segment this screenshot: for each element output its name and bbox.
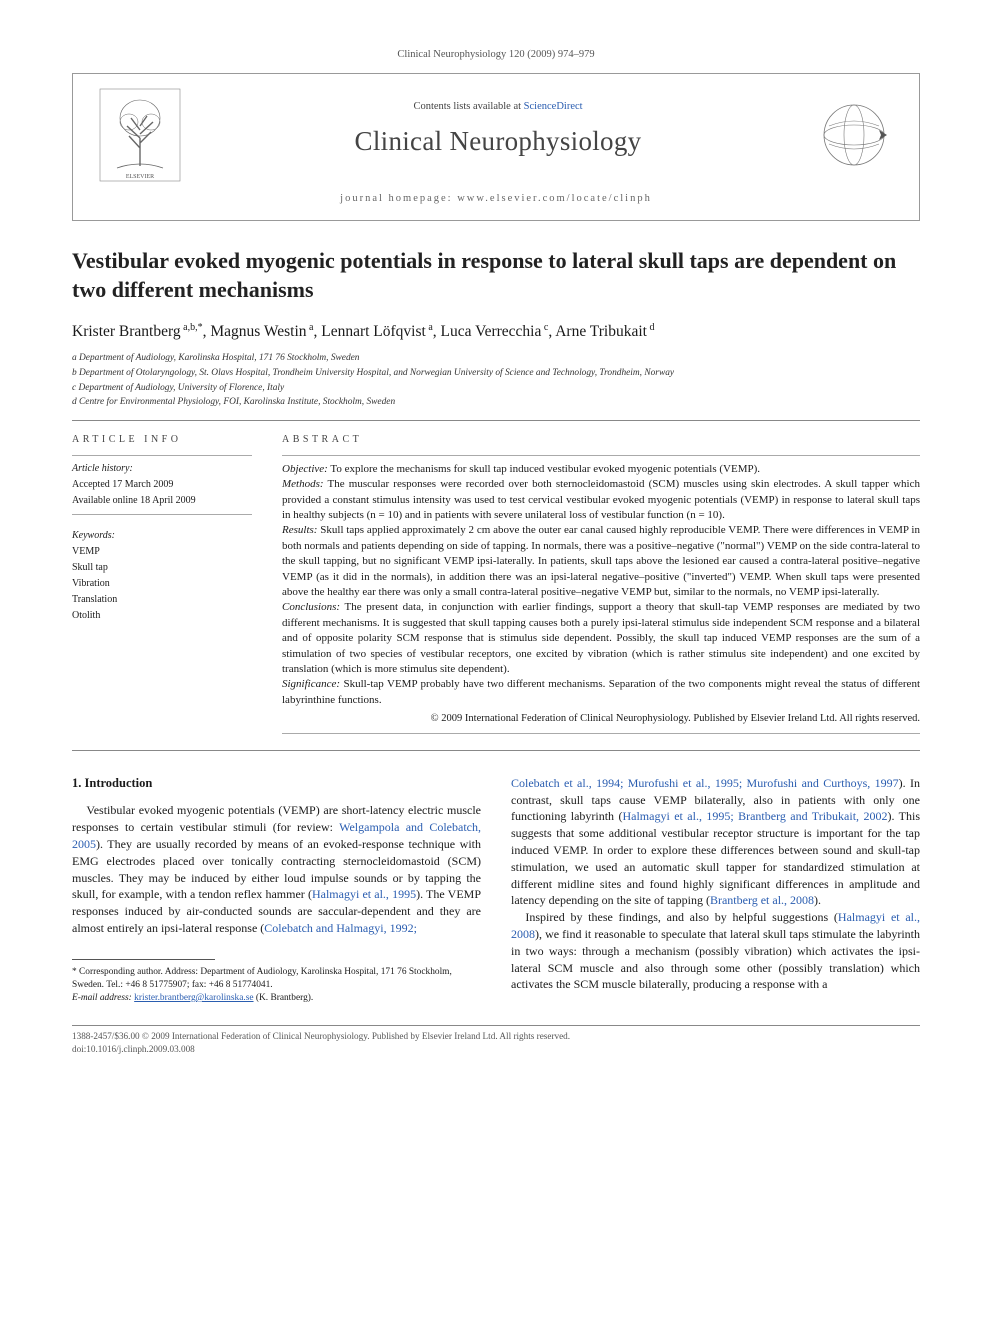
abstract-significance: Significance: Skull-tap VEMP probably ha… [282, 677, 920, 708]
footnote-separator [72, 959, 215, 960]
corr-email-link[interactable]: krister.brantberg@karolinska.se [134, 993, 253, 1003]
abs-label: Methods: [282, 478, 324, 490]
abs-label: Significance: [282, 678, 340, 690]
abs-label: Conclusions: [282, 601, 340, 613]
article-info-heading: ARTICLE INFO [72, 433, 252, 447]
body-paragraph: Inspired by these findings, and also by … [511, 909, 920, 993]
footer-doi: doi:10.1016/j.clinph.2009.03.008 [72, 1043, 920, 1056]
footnote-corr: * Corresponding author. Address: Departm… [72, 966, 481, 992]
section-title-intro: 1. Introduction [72, 775, 481, 793]
abstract-copyright: © 2009 International Federation of Clini… [282, 712, 920, 727]
article-info-column: ARTICLE INFO Article history: Accepted 1… [72, 433, 252, 740]
ifcn-logo [815, 96, 893, 174]
affiliation-list: a Department of Audiology, Karolinska Ho… [72, 352, 920, 410]
keyword: Vibration [72, 577, 252, 591]
divider-rule [72, 420, 920, 421]
keyword: Skull tap [72, 561, 252, 575]
corresponding-author-footnote: * Corresponding author. Address: Departm… [72, 966, 481, 1005]
body-paragraph: Colebatch et al., 1994; Murofushi et al.… [511, 775, 920, 909]
body-paragraph: Vestibular evoked myogenic potentials (V… [72, 802, 481, 936]
page-root: Clinical Neurophysiology 120 (2009) 974–… [0, 0, 992, 1104]
email-label: E-mail address: [72, 993, 132, 1003]
abs-text: The muscular responses were recorded ove… [282, 478, 920, 521]
journal-title: Clinical Neurophysiology [181, 123, 815, 161]
contents-available-line: Contents lists available at ScienceDirec… [181, 100, 815, 115]
page-footer: 1388-2457/$36.00 © 2009 International Fe… [72, 1025, 920, 1056]
abs-text: The present data, in conjunction with ea… [282, 601, 920, 675]
keyword: Translation [72, 593, 252, 607]
footnote-email-line: E-mail address: krister.brantberg@karoli… [72, 992, 481, 1005]
header-center: Contents lists available at ScienceDirec… [181, 100, 815, 168]
abstract-results: Results: Skull taps applied approximatel… [282, 523, 920, 600]
abstract-objective: Objective: To explore the mechanisms for… [282, 462, 920, 477]
header-top-row: ELSEVIER Contents lists available at Sci… [73, 74, 919, 188]
article-history-label: Article history: [72, 462, 252, 476]
abs-text: To explore the mechanisms for skull tap … [328, 463, 760, 475]
info-abstract-row: ARTICLE INFO Article history: Accepted 1… [72, 433, 920, 740]
abs-label: Objective: [282, 463, 328, 475]
abstract-conclusions: Conclusions: The present data, in conjun… [282, 600, 920, 677]
abs-text: Skull-tap VEMP probably have two differe… [282, 678, 920, 705]
abstract-methods: Methods: The muscular responses were rec… [282, 477, 920, 523]
email-tail: (K. Brantberg). [254, 993, 314, 1003]
abstract-column: ABSTRACT Objective: To explore the mecha… [282, 433, 920, 740]
affiliation: a Department of Audiology, Karolinska Ho… [72, 352, 920, 366]
abstract-heading: ABSTRACT [282, 433, 920, 447]
keyword: Otolith [72, 609, 252, 623]
online-date: Available online 18 April 2009 [72, 494, 252, 508]
running-head: Clinical Neurophysiology 120 (2009) 974–… [72, 48, 920, 63]
keywords-label: Keywords: [72, 529, 252, 543]
keyword: VEMP [72, 545, 252, 559]
journal-header-box: ELSEVIER Contents lists available at Sci… [72, 73, 920, 222]
body-two-column: 1. Introduction Vestibular evoked myogen… [72, 775, 920, 1005]
accepted-date: Accepted 17 March 2009 [72, 478, 252, 492]
abs-text: Skull taps applied approximately 2 cm ab… [282, 524, 920, 598]
elsevier-tree-logo: ELSEVIER [99, 88, 181, 182]
affiliation: b Department of Otolaryngology, St. Olav… [72, 367, 920, 381]
body-left-column: 1. Introduction Vestibular evoked myogen… [72, 775, 481, 1005]
divider-rule [72, 750, 920, 751]
footer-copyright: 1388-2457/$36.00 © 2009 International Fe… [72, 1030, 920, 1043]
svg-text:ELSEVIER: ELSEVIER [126, 174, 154, 180]
abs-label: Results: [282, 524, 317, 536]
affiliation: d Centre for Environmental Physiology, F… [72, 396, 920, 410]
sciencedirect-link[interactable]: ScienceDirect [524, 101, 583, 112]
affiliation: c Department of Audiology, University of… [72, 382, 920, 396]
author-list: Krister Brantberg a,b,*, Magnus Westin a… [72, 321, 920, 343]
article-title: Vestibular evoked myogenic potentials in… [72, 247, 920, 304]
body-right-column: Colebatch et al., 1994; Murofushi et al.… [511, 775, 920, 1005]
contents-prefix: Contents lists available at [413, 101, 523, 112]
journal-homepage-line: journal homepage: www.elsevier.com/locat… [73, 188, 919, 221]
